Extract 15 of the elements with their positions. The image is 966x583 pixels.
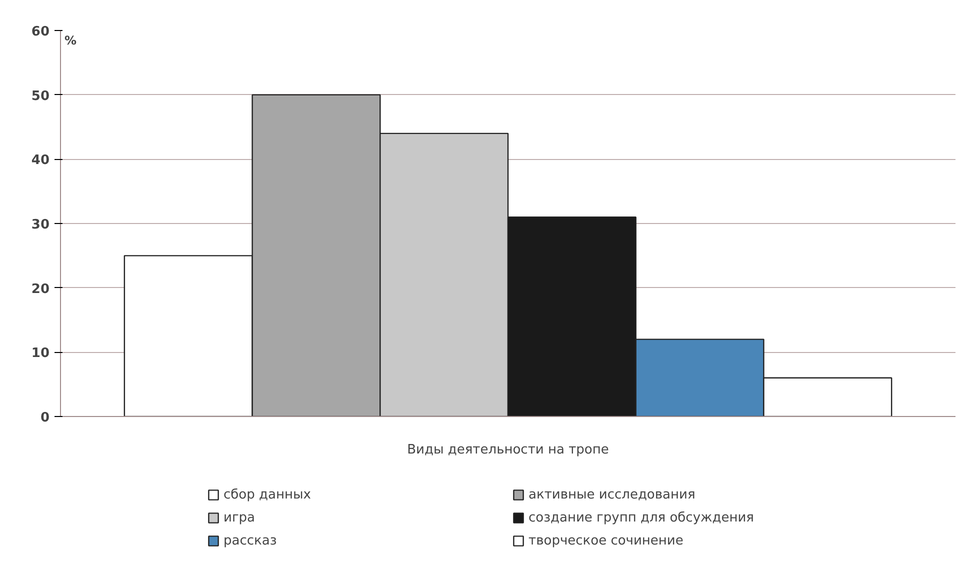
legend-label: создание групп для обсуждения bbox=[528, 510, 755, 525]
x-tick-label: Виды деятельности на тропе bbox=[407, 442, 609, 458]
y-tick-label: 20 bbox=[31, 282, 50, 297]
y-axis-title: % bbox=[64, 34, 77, 48]
y-tick-label: 0 bbox=[40, 410, 50, 426]
y-tick-label: 50 bbox=[31, 88, 50, 104]
y-tick-label: 60 bbox=[31, 24, 50, 40]
y-tick-label: 40 bbox=[31, 153, 50, 168]
legend-label: творческое сочинение bbox=[528, 533, 684, 548]
y-tick-label: 10 bbox=[31, 346, 50, 362]
legend-label: игра bbox=[224, 510, 256, 525]
legend-label: сбор данных bbox=[224, 487, 312, 502]
legend-label: активные исследования bbox=[528, 487, 696, 502]
y-tick-label: 30 bbox=[31, 218, 50, 232]
legend-label: рассказ bbox=[224, 533, 278, 548]
